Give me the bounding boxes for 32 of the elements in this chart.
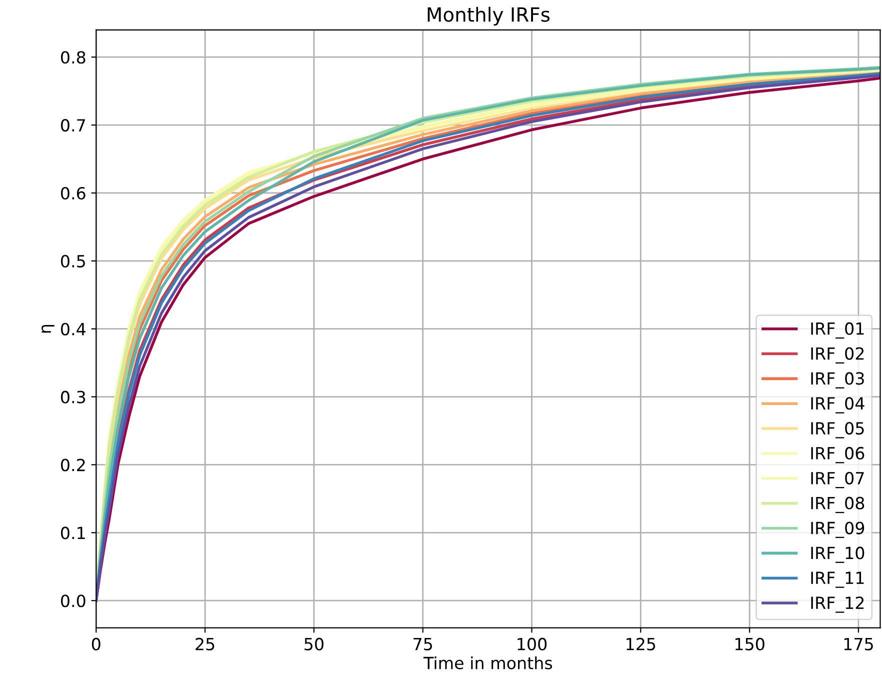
- legend-label: IRF_04: [811, 397, 864, 414]
- x-tick-label: 75: [414, 638, 432, 650]
- y-tick-label: 0.2: [61, 458, 85, 472]
- legend-label: IRF_06: [811, 446, 864, 464]
- y-tick-label: 0.6: [61, 186, 86, 200]
- legend-label: IRF_01: [811, 322, 864, 339]
- x-tick-label: 50: [304, 638, 324, 650]
- x-tick-label: 125: [626, 638, 656, 650]
- x-axis-title: Time in months: [423, 656, 552, 670]
- legend-label: IRF_09: [811, 522, 864, 538]
- y-tick-label: 0.5: [61, 254, 85, 268]
- legend-label: IRF_08: [811, 496, 864, 514]
- y-tick-label: 0.0: [61, 594, 86, 608]
- y-tick-label: 0.1: [61, 526, 85, 540]
- x-tick-label: 150: [735, 638, 764, 650]
- legend-label: IRF_02: [811, 347, 864, 364]
- y-tick-label: 0.3: [61, 390, 86, 404]
- legend-label: IRF_05: [811, 422, 864, 438]
- y-tick-label: 0.4: [61, 322, 86, 336]
- x-tick-label: 0: [92, 638, 100, 650]
- chart-title: Monthly IRFs: [428, 6, 550, 26]
- legend-label: IRF_03: [811, 372, 864, 388]
- x-tick-label: 25: [196, 638, 214, 650]
- legend-label: IRF_12: [811, 596, 864, 613]
- legend-label: IRF_10: [811, 546, 864, 563]
- x-tick-label: 175: [844, 638, 873, 650]
- y-tick-label: 0.7: [61, 119, 85, 132]
- x-tick-label: 100: [518, 638, 547, 650]
- legend-label: IRF_07: [811, 472, 864, 488]
- y-tick-label: 0.8: [61, 51, 86, 64]
- legend-label: IRF_11: [811, 572, 864, 588]
- y-axis-title: η: [42, 324, 54, 333]
